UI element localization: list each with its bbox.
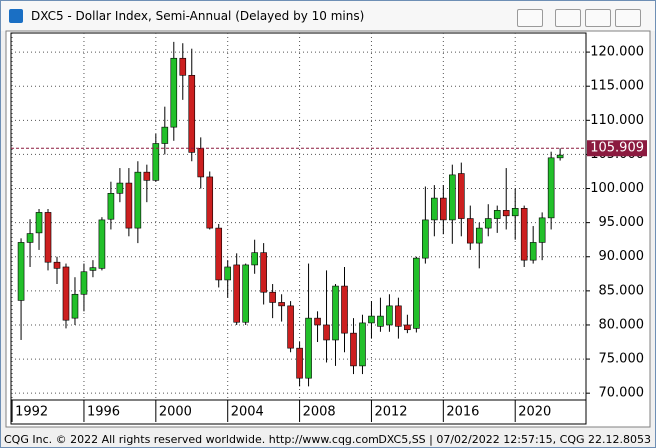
candle-body (332, 285, 339, 341)
candle-body (323, 324, 330, 341)
last-price-label: 105.909 (590, 141, 644, 156)
candle-body (287, 305, 294, 349)
candle-body (404, 324, 411, 331)
candle-body (206, 176, 214, 229)
candle-body (98, 219, 106, 269)
candle-body (125, 182, 133, 229)
candle-body (386, 305, 393, 326)
candle-body (368, 315, 375, 324)
y-tick-label: 110.000 (590, 113, 644, 128)
candle-body (53, 261, 61, 269)
candle-body (440, 197, 447, 221)
candle-body (475, 227, 483, 244)
candle-body (215, 227, 223, 281)
candle-body (89, 267, 97, 271)
x-tick-label: 1996 (87, 405, 120, 420)
candle-body (457, 173, 465, 219)
candle-body (17, 242, 25, 301)
candle-body (35, 212, 43, 234)
x-tick-label: 2000 (159, 405, 192, 420)
y-tick-label: 85.000 (599, 283, 645, 298)
candle-body (449, 174, 456, 221)
candle-body (431, 197, 438, 221)
y-tick-label: 115.000 (590, 79, 644, 94)
candle-body (71, 293, 79, 319)
candle-body (107, 193, 115, 220)
close-button[interactable] (615, 9, 641, 27)
candle-body (413, 257, 420, 329)
candle-body (350, 332, 357, 367)
candle-body (529, 242, 537, 261)
title-bar: DXC5 - Dollar Index, Semi-Annual (Delaye… (1, 1, 655, 31)
candle-body (547, 157, 555, 219)
candle-body (314, 317, 321, 326)
y-tick-label: 120.000 (590, 45, 644, 60)
window-title: DXC5 - Dollar Index, Semi-Annual (Delaye… (31, 9, 365, 23)
candle-body (152, 143, 160, 181)
minimize-button[interactable] (555, 9, 581, 27)
candle-body (80, 271, 88, 295)
candle-body (26, 233, 34, 243)
x-tick-label: 2020 (518, 405, 551, 420)
restore-button[interactable] (585, 9, 611, 27)
candle-body (170, 57, 178, 128)
candle-body (377, 315, 384, 327)
candle-body (179, 57, 187, 76)
y-tick-label: 75.000 (599, 352, 645, 367)
x-tick-label: 2016 (446, 405, 479, 420)
status-left: CQG Inc. © 2022 All rights reserved worl… (4, 433, 379, 446)
candle-body (197, 147, 205, 178)
y-tick-label: 70.000 (599, 386, 645, 401)
candle-body (466, 218, 474, 244)
candle-body (484, 218, 492, 229)
y-tick-label: 80.000 (599, 317, 645, 332)
candle-body (62, 266, 70, 321)
candle-body (359, 322, 366, 367)
candle-body (538, 217, 546, 243)
candle-body (116, 182, 124, 194)
candle-body (134, 171, 142, 229)
x-axis-band (10, 399, 587, 425)
y-tick-label: 100.000 (590, 181, 644, 196)
candle-body (161, 126, 169, 144)
candle-body (341, 285, 348, 334)
candle-body (143, 171, 151, 181)
x-tick-label: 1992 (15, 405, 48, 420)
status-bar: CQG Inc. © 2022 All rights reserved worl… (1, 431, 655, 447)
x-tick-label: 2012 (374, 405, 407, 420)
candle-body (278, 302, 285, 307)
link-button[interactable] (517, 9, 543, 27)
candle-body (502, 210, 510, 217)
app-icon (9, 9, 23, 23)
candle-body (188, 74, 196, 153)
candle-body (493, 210, 501, 219)
candle-body (520, 208, 528, 261)
candle-body (233, 264, 240, 323)
y-tick-label: 95.000 (599, 215, 645, 230)
candle-body (260, 252, 267, 293)
candle-body (511, 208, 519, 217)
candle-body (296, 347, 303, 379)
candle-body (44, 212, 52, 263)
plot-area (10, 32, 587, 401)
candle-body (305, 317, 312, 379)
y-tick-label: 90.000 (599, 249, 645, 264)
candle-body (556, 154, 564, 159)
candle-body (422, 219, 429, 259)
candle-body (251, 252, 258, 266)
candle-body (224, 266, 232, 281)
candle-body (269, 291, 276, 303)
last-price-box (587, 140, 647, 157)
x-tick-label: 2004 (231, 405, 264, 420)
candle-body (395, 305, 402, 327)
x-tick-label: 2008 (303, 405, 336, 420)
candle-body (242, 264, 249, 323)
status-right: DXC5,SS | 07/02/2022 12:57:15, CQG 22.12… (378, 433, 651, 446)
